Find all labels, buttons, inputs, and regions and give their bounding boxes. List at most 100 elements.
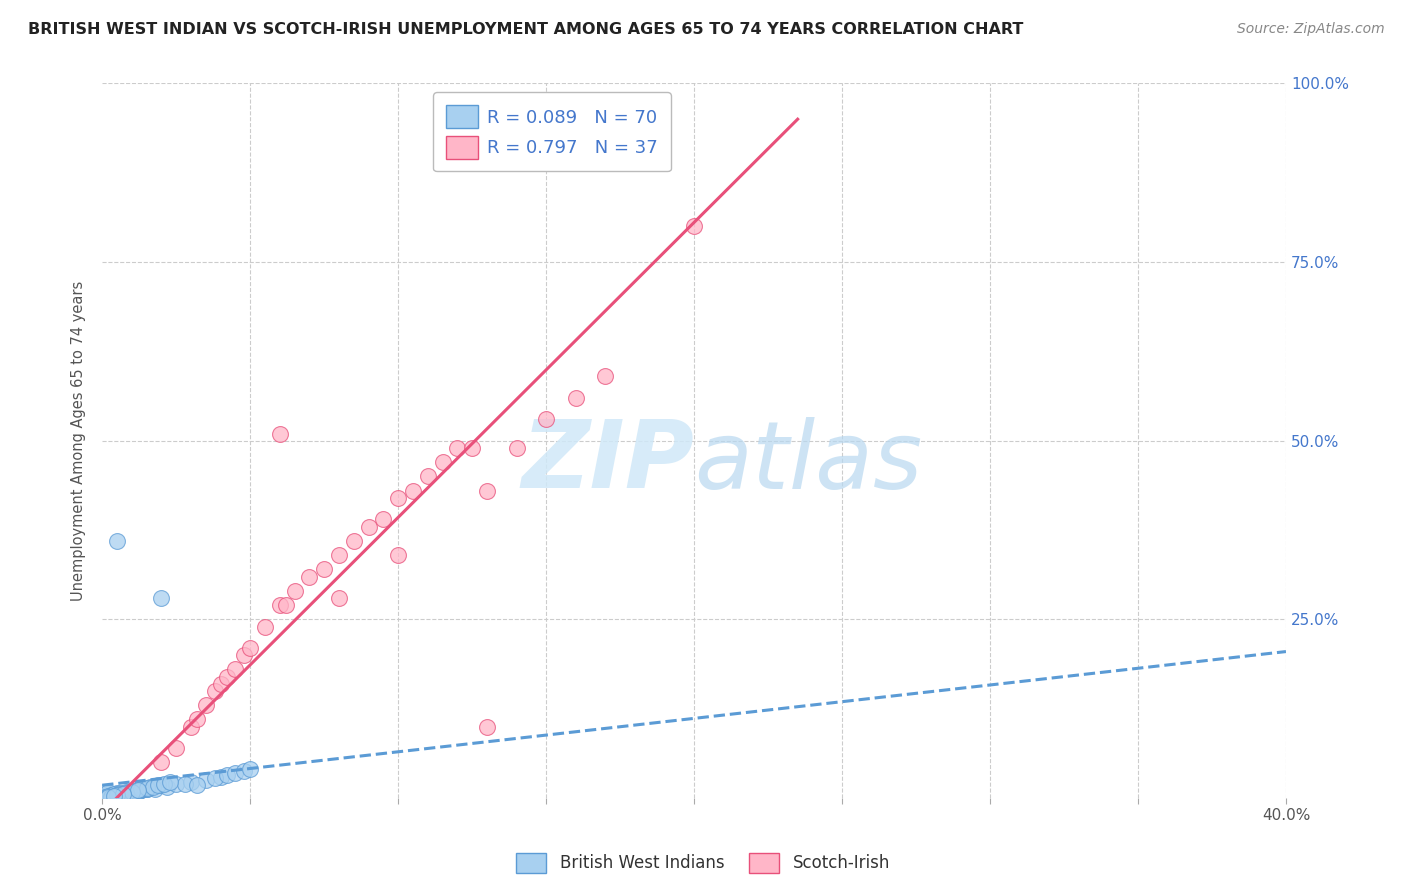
Point [124,784,146,798]
Point [129,783,152,797]
Point [100,788,122,802]
Point [97,790,120,805]
Point [328,548,350,562]
Point [118,786,141,800]
Point [138,780,160,795]
Point [475,720,498,734]
Point [475,483,498,498]
Point [94,785,117,799]
Point [357,519,380,533]
Point [253,619,276,633]
Point [118,785,141,799]
Point [100,789,122,803]
Point [343,533,366,548]
Point [564,391,586,405]
Legend: R = 0.089   N = 70, R = 0.797   N = 37: R = 0.089 N = 70, R = 0.797 N = 37 [433,93,671,171]
Point [314,562,336,576]
Point [180,775,202,789]
Point [124,784,146,798]
Point [180,720,202,734]
Point [298,569,321,583]
Point [141,780,163,794]
Point [239,763,262,777]
Point [402,483,425,498]
Point [204,771,226,785]
Point [108,788,131,802]
Point [127,783,149,797]
Point [108,788,131,802]
Point [100,789,122,804]
Point [150,756,173,770]
Point [150,591,173,605]
Point [103,789,125,804]
Point [174,777,197,791]
Point [194,773,217,788]
Point [209,677,232,691]
Point [111,789,134,803]
Point [446,441,468,455]
Point [159,775,181,789]
Point [105,788,128,802]
Point [239,640,262,655]
Point [115,784,138,798]
Point [595,369,617,384]
Point [111,787,134,801]
Point [387,548,409,562]
Point [127,784,149,798]
Point [683,219,706,234]
Point [328,591,350,605]
Y-axis label: Unemployment Among Ages 65 to 74 years: Unemployment Among Ages 65 to 74 years [72,281,86,601]
Text: ZIP: ZIP [522,417,695,508]
Point [105,788,128,802]
Point [135,780,157,795]
Point [204,684,226,698]
Point [373,512,395,526]
Point [111,787,134,801]
Point [284,583,307,598]
Point [111,787,134,801]
Point [105,786,128,800]
Point [432,455,454,469]
Point [505,441,527,455]
Point [274,598,297,612]
Point [186,778,208,792]
Point [148,778,170,792]
Point [115,788,138,802]
Point [97,789,120,803]
Point [534,412,557,426]
Point [103,789,125,803]
Point [153,777,176,791]
Point [100,790,122,805]
Point [209,770,232,784]
Point [97,788,120,802]
Point [461,441,484,455]
Point [103,788,125,802]
Point [121,784,143,798]
Point [416,469,439,483]
Point [269,598,291,612]
Point [108,787,131,801]
Point [115,788,138,802]
Legend: British West Indians, Scotch-Irish: British West Indians, Scotch-Irish [509,847,897,880]
Point [100,789,122,804]
Text: Source: ZipAtlas.com: Source: ZipAtlas.com [1237,22,1385,37]
Point [115,786,138,800]
Point [97,789,120,804]
Point [115,787,138,801]
Point [215,669,238,683]
Point [103,789,125,803]
Point [215,768,238,782]
Point [165,777,187,791]
Text: atlas: atlas [695,417,922,508]
Point [97,784,120,798]
Point [135,782,157,797]
Point [156,780,179,794]
Point [224,766,246,780]
Point [165,741,187,756]
Point [233,648,256,662]
Point [105,788,128,802]
Point [108,787,131,801]
Text: BRITISH WEST INDIAN VS SCOTCH-IRISH UNEMPLOYMENT AMONG AGES 65 TO 74 YEARS CORRE: BRITISH WEST INDIAN VS SCOTCH-IRISH UNEM… [28,22,1024,37]
Point [105,533,128,548]
Point [150,778,173,792]
